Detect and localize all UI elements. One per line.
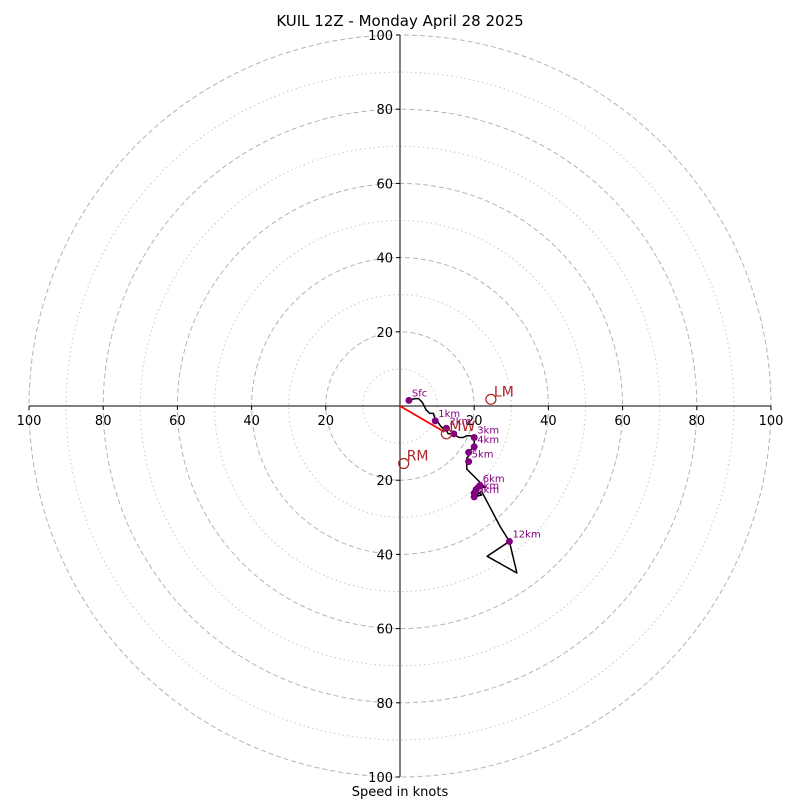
height-marker-dot bbox=[465, 458, 473, 466]
x-axis-label: Speed in knots bbox=[352, 785, 449, 800]
hodograph-trace bbox=[408, 397, 518, 574]
height-marker-label: 2km bbox=[449, 416, 471, 427]
storm-motion-label: RM bbox=[407, 449, 429, 465]
height-marker-dot bbox=[470, 493, 478, 501]
height-marker-label: 3km bbox=[477, 426, 499, 437]
y-tick-label: 100 bbox=[368, 29, 393, 44]
height-marker-label: 8km bbox=[477, 481, 499, 492]
height-marker-dot bbox=[450, 430, 458, 438]
storm-motion-label: MW bbox=[449, 419, 475, 435]
height-marker-dot bbox=[405, 396, 413, 404]
x-tick-label: 40 bbox=[540, 414, 557, 429]
x-tick-label: 20 bbox=[466, 414, 483, 429]
tick-labels: 100 80 60 40 20 20 40 60 80 100 100 80 60 40 20 20 40 60 8… bbox=[17, 29, 784, 786]
x-tick-label: 100 bbox=[759, 414, 784, 429]
y-tick-label: 40 bbox=[376, 252, 393, 267]
hodograph-line bbox=[408, 397, 518, 574]
height-marker-dot bbox=[470, 434, 478, 442]
y-tick-label: 60 bbox=[376, 623, 393, 638]
chart-title: KUIL 12Z - Monday April 28 2025 bbox=[276, 12, 523, 30]
height-marker-label: 5km bbox=[472, 450, 494, 461]
storm-motion-marker bbox=[485, 393, 497, 405]
height-marker-dot bbox=[465, 448, 473, 456]
shear-vector bbox=[399, 405, 445, 433]
x-tick-label: 60 bbox=[169, 414, 186, 429]
storm-motion-markers: LM MW RM bbox=[398, 384, 514, 470]
height-marker-label: 12km bbox=[512, 529, 540, 540]
height-marker-label: 6km bbox=[483, 474, 505, 485]
height-marker-dot bbox=[505, 537, 513, 545]
x-tick-label: 20 bbox=[318, 414, 335, 429]
height-marker-label: Sfc bbox=[412, 388, 427, 399]
y-tick-label: 40 bbox=[376, 548, 393, 563]
x-tick-label: 80 bbox=[95, 414, 112, 429]
y-tick-label: 20 bbox=[376, 326, 393, 341]
height-marker-label: 1km bbox=[438, 409, 460, 420]
y-tick-label: 100 bbox=[368, 771, 393, 786]
height-marker-label: 9km bbox=[477, 485, 499, 496]
y-tick-label: 80 bbox=[376, 103, 393, 118]
height-marker-label: 4km bbox=[477, 435, 499, 446]
y-tick-label: 80 bbox=[376, 697, 393, 712]
x-tick-label: 40 bbox=[243, 414, 260, 429]
height-marker-dot bbox=[431, 417, 439, 425]
shear-vector-line bbox=[399, 405, 445, 433]
x-tick-label: 100 bbox=[17, 414, 42, 429]
x-tick-label: 60 bbox=[614, 414, 631, 429]
x-tick-label: 80 bbox=[689, 414, 706, 429]
storm-motion-marker bbox=[440, 428, 452, 440]
storm-motion-label: LM bbox=[494, 384, 514, 400]
height-marker-dot bbox=[470, 443, 478, 451]
y-tick-label: 60 bbox=[376, 177, 393, 192]
y-tick-label: 20 bbox=[376, 474, 393, 489]
storm-motion-marker bbox=[398, 457, 410, 470]
